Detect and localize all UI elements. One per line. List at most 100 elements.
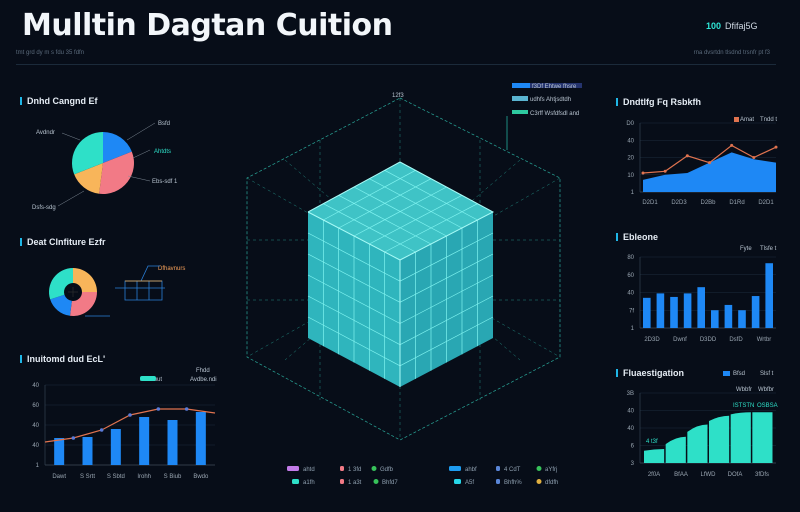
- pie-title: Dnhd Cangnd Ef: [20, 96, 98, 106]
- cube-legend-0: f3Df Ehtwe fhsre: [532, 84, 577, 90]
- donut-title-text: Deat Clnfiture Ezfr: [27, 237, 106, 247]
- bottom-legend-label: Gdfb: [380, 467, 394, 473]
- area-line-point: [774, 145, 778, 149]
- bottom-legend-label: 1 a3t: [348, 480, 362, 486]
- area-legend-1: Tndd t: [760, 117, 777, 123]
- combo-line-point: [99, 428, 104, 432]
- bars-xtick: DsfD: [729, 337, 743, 343]
- cube-left-gridline: [307, 316, 401, 367]
- step-annotation-2: ISTSTN: [733, 403, 754, 409]
- bars-legend-0: Fyte: [740, 246, 752, 252]
- combo-line-point: [71, 436, 76, 440]
- combo-xtick: S Sbtd: [107, 474, 125, 480]
- cube-legend-2: C3rff Wsfdfsdl and: [530, 111, 579, 117]
- bottom-legend-swatch: [292, 479, 299, 484]
- bottom-legend-swatch: [454, 479, 461, 484]
- bars-xtick: Dwnf: [673, 337, 687, 343]
- combo-ytick: 40: [32, 443, 39, 449]
- bars-bar: [751, 296, 760, 328]
- bars-bar: [697, 287, 705, 328]
- pie-leader: [127, 175, 151, 182]
- badge-label: Dfifaj5G: [725, 21, 758, 31]
- bottom-legend-swatch: [536, 479, 542, 484]
- header-divider: [16, 64, 776, 65]
- step-xtick: BfAA: [674, 472, 688, 478]
- bars-bar: [643, 297, 651, 328]
- bottom-legend-swatch: [371, 466, 377, 471]
- bottom-legend-label: 4 CdT: [504, 467, 521, 473]
- step-annotation-3: OSBSA: [757, 403, 778, 409]
- bottom-legend-swatch: [340, 479, 344, 484]
- bars-xtick: 2D3D: [644, 337, 660, 343]
- bottom-legend-label: ahtd: [303, 467, 315, 473]
- area-line-point: [730, 143, 734, 147]
- bars-legend-1: Tlsfe t: [760, 246, 777, 252]
- pie-slice: [74, 163, 103, 194]
- cube-top-label: 12f3: [392, 93, 404, 99]
- step-ytick: 3: [631, 461, 635, 467]
- legend-swatch: [512, 83, 530, 88]
- combo-xtick: Bwdo: [193, 474, 209, 480]
- bottom-legend-swatch: [287, 466, 299, 471]
- cube-edge: [307, 161, 495, 261]
- cube-right-gridline: [399, 316, 494, 367]
- area-ytick: D0: [626, 121, 634, 127]
- combo-xtick: S Biub: [164, 474, 182, 480]
- bars-bar: [765, 263, 773, 328]
- step-bar: [730, 412, 751, 463]
- status-badge[interactable]: 100 Dfifaj5G: [706, 21, 758, 31]
- bars-title-text: Ebleone: [623, 232, 659, 242]
- pie-slice: [99, 151, 134, 194]
- area-xtick: D2D1: [758, 200, 774, 206]
- combo-ytick: 40: [32, 383, 39, 389]
- bottom-legend-swatch: [449, 466, 461, 471]
- bars-ytick: 60: [627, 273, 634, 279]
- combo-title-text: Inuitomd dud EcL': [27, 354, 106, 364]
- cube-legend-1: udhfs Ahtjsdtdh: [530, 97, 571, 103]
- bottom-legend-label: Bhfh%: [504, 480, 522, 486]
- donut-slice: [49, 268, 73, 300]
- pie-label-2: Ebs-sdf 1: [152, 179, 178, 185]
- bottom-legend-label: dfdfh: [545, 480, 558, 486]
- step-annotation-1: Wbfbr: [758, 387, 774, 393]
- legend-swatch: [512, 110, 528, 114]
- pie-label-0: Bsfd: [158, 121, 170, 127]
- donut-slice: [73, 268, 97, 292]
- combo-bar: [139, 417, 150, 465]
- combo-ytick: 1: [36, 463, 40, 469]
- step-annotation-4: 4 t3f: [646, 439, 658, 445]
- bottom-legend-label: A5f: [465, 480, 474, 486]
- legend-bar: [530, 83, 582, 88]
- bars-ytick: 80: [627, 255, 634, 261]
- bottom-legend-label: ahbf: [465, 467, 477, 473]
- combo-line-point: [156, 407, 161, 411]
- bars-xtick: Wrtbr: [757, 337, 772, 343]
- donut-slice: [50, 294, 72, 316]
- bars-bar: [683, 293, 692, 328]
- step-xtick: DOfA: [728, 472, 743, 478]
- area-fill: [643, 152, 776, 192]
- bars-ytick: 1: [631, 326, 635, 332]
- pie-slice: [103, 132, 132, 163]
- bars-ytick: 7f: [629, 308, 634, 314]
- bottom-legend-swatch: [373, 479, 379, 484]
- donut-slice: [69, 292, 97, 316]
- bars-title: Ebleone: [616, 232, 658, 242]
- pie-leader: [126, 122, 156, 141]
- bottom-legend-label: Bhfd7: [382, 480, 398, 486]
- bottom-legend-swatch: [536, 466, 542, 471]
- title-marker: [616, 233, 618, 241]
- step-bar: [665, 436, 686, 463]
- area-ytick: 1: [631, 190, 635, 196]
- area-line-point: [663, 169, 667, 173]
- bottom-legend-swatch: [496, 466, 500, 471]
- combo-line-point: [184, 407, 189, 411]
- combo-xtick: Dawt: [52, 474, 66, 480]
- step-title: Fluaestigation: [616, 368, 684, 378]
- bottom-legend-swatch: [496, 479, 500, 484]
- step-annotation-0: Wbbfr: [736, 387, 752, 393]
- area-legend-0: Amat: [740, 117, 754, 123]
- combo-xtick: Irohh: [137, 474, 151, 480]
- step-ytick: 40: [627, 409, 634, 415]
